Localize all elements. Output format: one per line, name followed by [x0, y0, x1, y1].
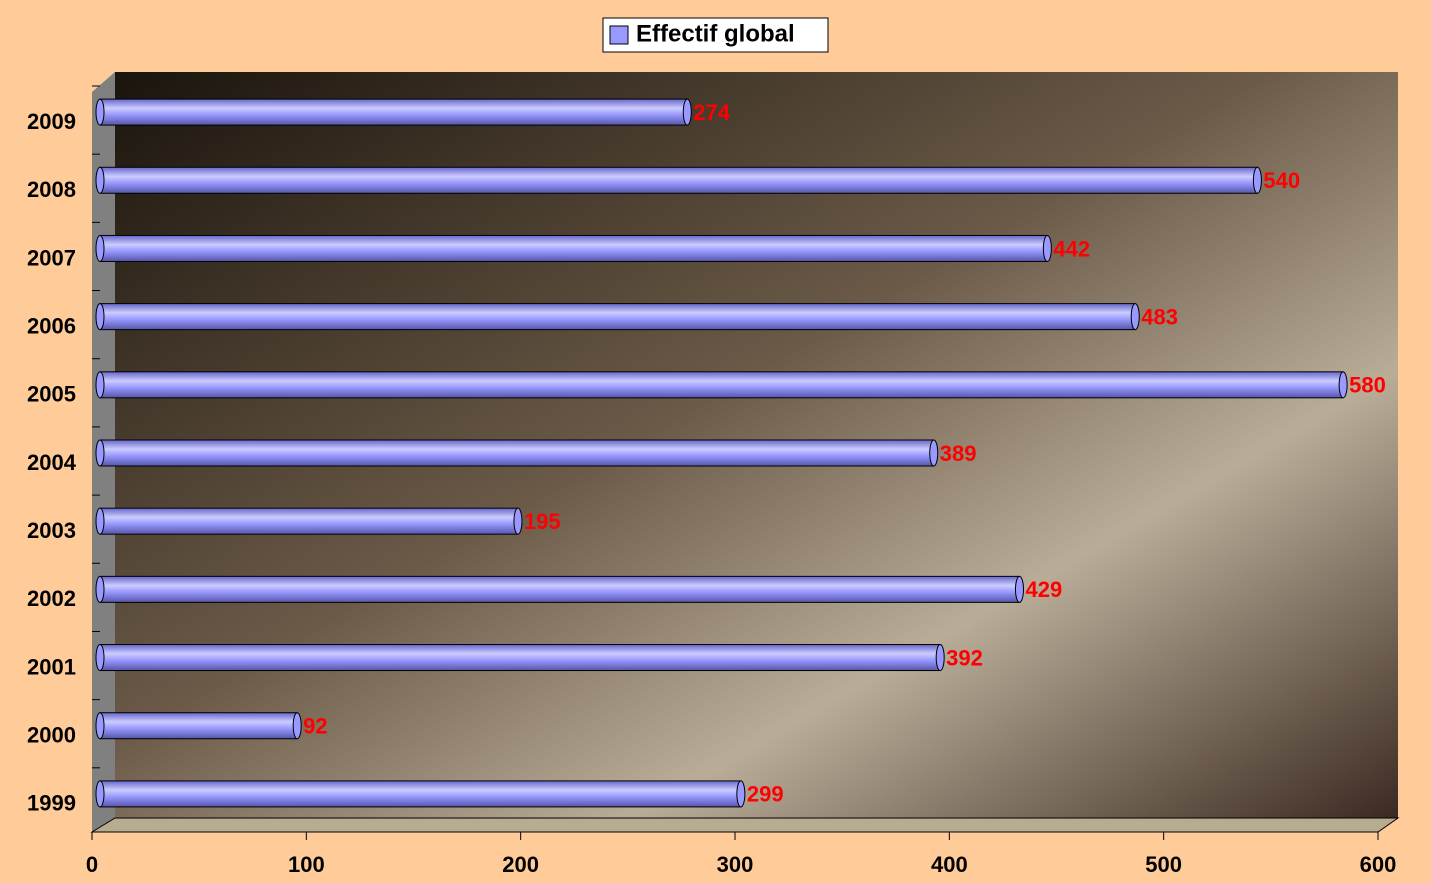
bar-cap — [95, 575, 105, 603]
value-label: 580 — [1349, 373, 1386, 398]
bar — [99, 780, 742, 808]
bar-cap — [95, 712, 105, 740]
bar — [99, 98, 688, 126]
bar — [99, 439, 935, 467]
floor — [90, 817, 1400, 833]
bar — [99, 575, 1020, 603]
bar-cap — [1130, 303, 1140, 331]
x-tick-label: 500 — [1145, 852, 1182, 877]
value-label: 299 — [747, 782, 784, 807]
y-tick-label: 2001 — [27, 654, 76, 679]
bar-cap — [95, 166, 105, 194]
y-tick-label: 1999 — [27, 791, 76, 816]
value-label: 389 — [940, 441, 977, 466]
bar-cap — [95, 234, 105, 262]
x-tick-label: 600 — [1360, 852, 1397, 877]
bar — [99, 507, 519, 535]
x-tick-label: 300 — [717, 852, 754, 877]
y-tick-label: 2004 — [27, 450, 77, 475]
bar-cap — [513, 507, 523, 535]
legend-label: Effectif global — [636, 20, 795, 47]
bar-cap — [736, 780, 746, 808]
value-label: 392 — [946, 645, 983, 670]
value-label: 540 — [1263, 168, 1300, 193]
bar-cap — [292, 712, 302, 740]
x-tick-label: 100 — [288, 852, 325, 877]
bar-cap — [1014, 575, 1024, 603]
y-tick-label: 2002 — [27, 586, 76, 611]
bar-cap — [1252, 166, 1262, 194]
bar — [99, 712, 298, 740]
y-tick-label: 2005 — [27, 382, 76, 407]
legend-swatch — [609, 25, 629, 45]
bar-cap — [95, 371, 105, 399]
y-tick-label: 2003 — [27, 518, 76, 543]
bar-cap — [95, 644, 105, 672]
bar — [99, 166, 1258, 194]
bar-cap — [1338, 371, 1348, 399]
value-label: 483 — [1141, 304, 1178, 329]
bar-cap — [95, 507, 105, 535]
legend — [602, 17, 829, 53]
x-tick-label: 200 — [502, 852, 539, 877]
x-tick-label: 0 — [86, 852, 98, 877]
x-tick-label: 400 — [931, 852, 968, 877]
bar — [99, 371, 1344, 399]
y-tick-label: 2006 — [27, 313, 76, 338]
bar-cap — [682, 98, 692, 126]
bar-cap — [935, 644, 945, 672]
bar-cap — [95, 98, 105, 126]
bar — [99, 644, 941, 672]
bar-cap — [1042, 234, 1052, 262]
value-label: 442 — [1053, 236, 1090, 261]
y-tick-label: 2007 — [27, 245, 76, 270]
value-label: 92 — [303, 714, 327, 739]
value-label: 429 — [1025, 577, 1062, 602]
value-label: 274 — [693, 100, 730, 125]
bar-cap — [929, 439, 939, 467]
bar — [99, 234, 1048, 262]
y-tick-label: 2000 — [27, 723, 76, 748]
bar — [99, 303, 1136, 331]
value-label: 195 — [524, 509, 561, 534]
bar-cap — [95, 439, 105, 467]
y-tick-label: 2008 — [27, 177, 76, 202]
y-tick-label: 2009 — [27, 109, 76, 134]
bar-cap — [95, 303, 105, 331]
bar-cap — [95, 780, 105, 808]
